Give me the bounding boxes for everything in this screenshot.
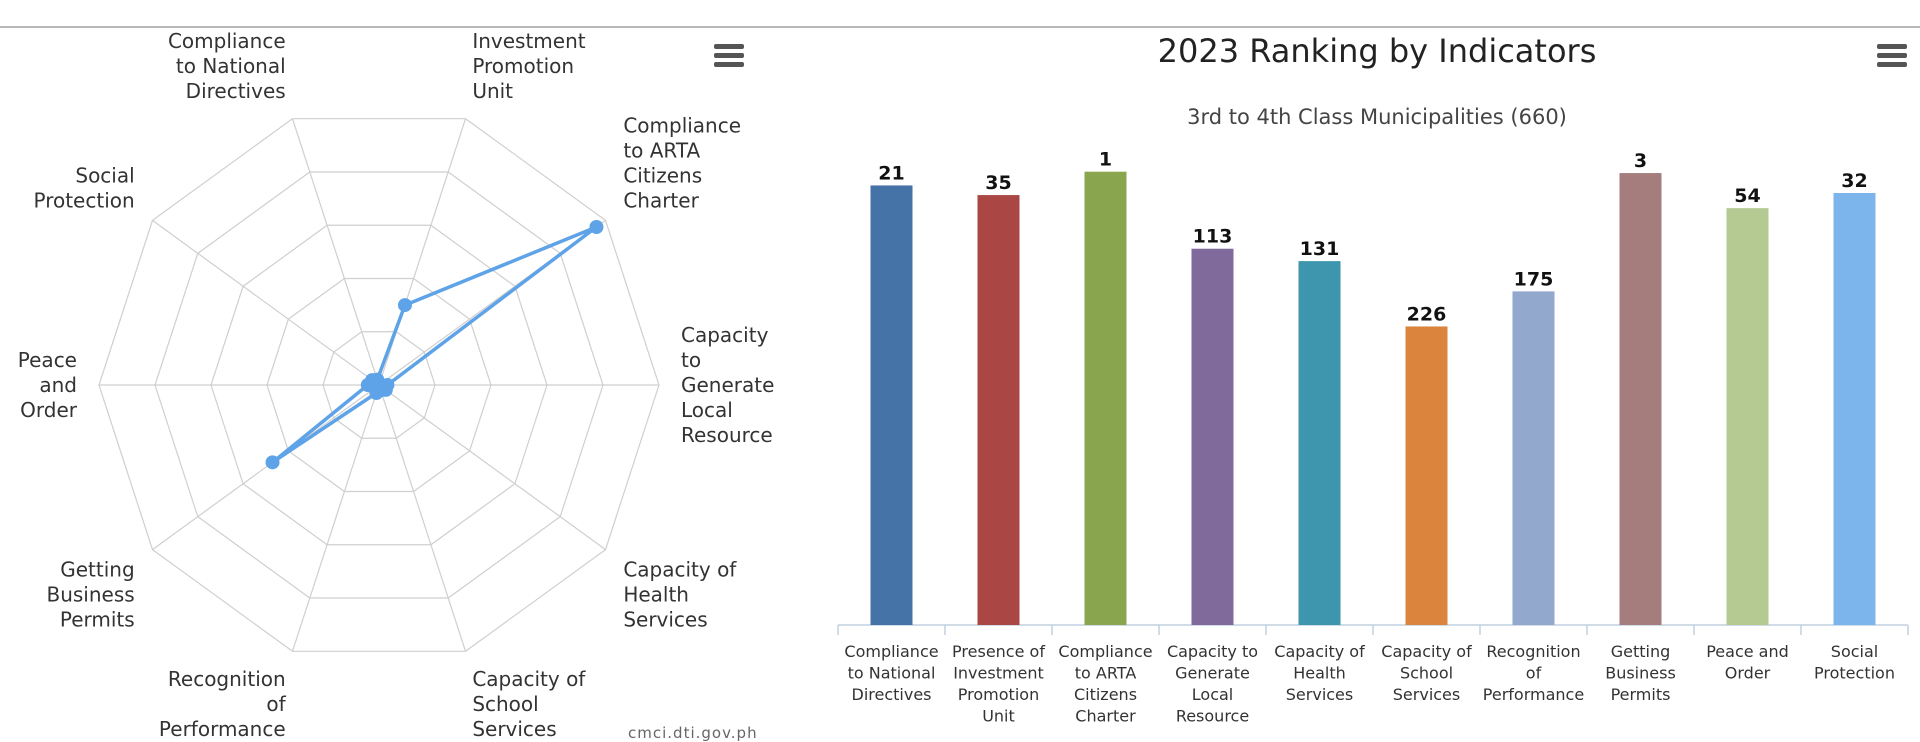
x-tick-label-7: Recognition of Performance (1483, 642, 1584, 704)
bar-chart: 2023 Ranking by Indicators 3rd to 4th Cla… (837, 32, 1909, 726)
bar-data-label-9: 54 (1734, 185, 1760, 207)
bar-data-label-7: 175 (1514, 268, 1554, 290)
credit-text[interactable]: cmci.dti.gov.ph (628, 724, 758, 742)
chart-title: 2023 Ranking by Indicators (1158, 32, 1597, 70)
radar-axis-label: Social Protection (33, 163, 134, 212)
bar-menu-icon[interactable] (1877, 44, 1907, 67)
radar-spoke-7 (152, 384, 380, 551)
radar-axis-label: Capacity of School Services (472, 667, 586, 741)
radar-axis-label: Compliance to National Directives (168, 30, 286, 103)
radar-spoke-4 (378, 384, 606, 551)
x-tick-label-1: Compliance to National Directives (844, 642, 938, 704)
radar-point-2[interactable] (589, 220, 604, 235)
bar-data-label-1: 21 (878, 162, 904, 184)
radar-axis-label: Capacity to Generate Local Resource (681, 323, 774, 447)
bar-8[interactable] (1619, 173, 1662, 625)
bar-data-label-5: 131 (1300, 238, 1340, 260)
x-tick-label-3: Compliance to ARTA Citizens Charter (1058, 642, 1152, 726)
x-tick-label-10: Social Protection (1814, 642, 1895, 683)
chart-subtitle: 3rd to 4th Class Municipalities (660) (1187, 105, 1567, 129)
radar-axis-label: Recognition of Performance (159, 667, 287, 741)
bar-2[interactable] (977, 195, 1020, 626)
top-divider (0, 26, 1920, 28)
bar-5[interactable] (1298, 261, 1341, 625)
bar-data-label-2: 35 (985, 172, 1011, 194)
bar-6[interactable] (1405, 326, 1448, 625)
radar-point-1[interactable] (397, 298, 412, 313)
x-tick-label-5: Capacity of Health Services (1274, 642, 1365, 704)
x-tick-label-8: Getting Business Permits (1605, 642, 1676, 704)
radar-axis-label: Getting Business Permits (46, 558, 134, 632)
radar-spoke-10 (291, 118, 380, 386)
radar-spoke-9 (152, 219, 380, 386)
bar-7[interactable] (1512, 291, 1555, 625)
x-tick-label-2: Presence of Investment Promotion Unit (952, 642, 1045, 726)
x-tick-label-9: Peace and Order (1706, 642, 1789, 683)
bar-data-label-6: 226 (1407, 303, 1447, 325)
radar-point-10[interactable] (370, 372, 385, 387)
bar-9[interactable] (1726, 208, 1769, 626)
bar-data-label-3: 1 (1099, 149, 1112, 171)
radar-axis-label: Peace and Order (18, 348, 78, 422)
radar-axis-label: Compliance to ARTA Citizens Charter (623, 113, 741, 212)
radar-spoke-5 (378, 384, 467, 652)
bar-data-label-8: 3 (1634, 150, 1647, 172)
x-tick-label-6: Capacity of School Services (1381, 642, 1472, 704)
radar-axis-label: Capacity of Health Services (623, 558, 737, 632)
bar-data-label-10: 32 (1841, 170, 1867, 192)
radar-point-7[interactable] (265, 455, 280, 470)
bar-10[interactable] (1833, 193, 1876, 625)
x-tick-label-4: Capacity to Generate Local Resource (1167, 642, 1258, 726)
bar-1[interactable] (870, 185, 913, 626)
bar-3[interactable] (1084, 171, 1127, 626)
bar-data-label-4: 113 (1193, 226, 1233, 248)
bar-4[interactable] (1191, 248, 1234, 626)
radar-spoke-6 (291, 384, 380, 652)
radar-menu-icon[interactable] (714, 44, 744, 67)
